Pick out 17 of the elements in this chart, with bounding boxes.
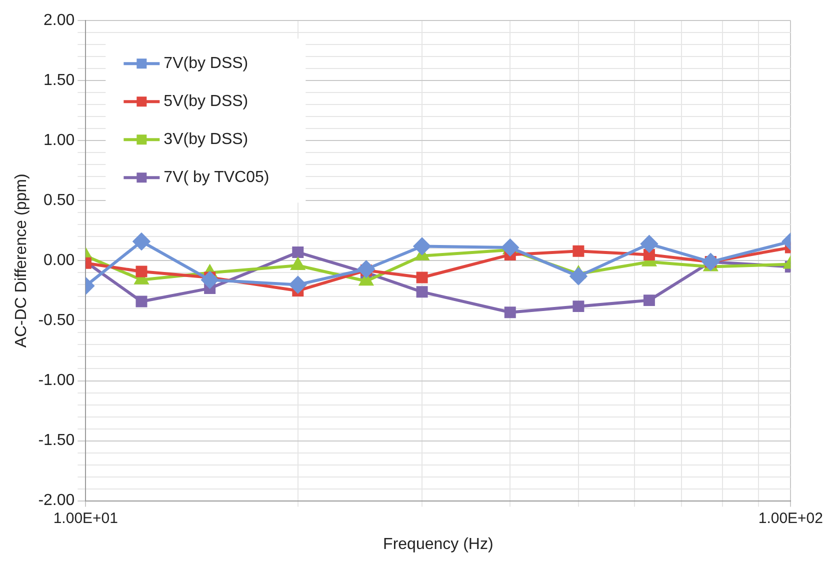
y-tick-label: -1.50	[38, 432, 75, 450]
y-tick-label: 2.00	[44, 12, 75, 30]
x-axis-title: Frequency (Hz)	[383, 536, 494, 553]
y-tick-label: -0.50	[38, 312, 75, 330]
legend-label: 3V(by DSS)	[164, 131, 248, 148]
legend-label: 5V(by DSS)	[164, 93, 248, 110]
y-tick-label: -1.00	[38, 372, 75, 390]
legend-label: 7V(by DSS)	[164, 55, 248, 72]
x-tick-label: 1.00E+02	[758, 510, 824, 527]
y-tick-label: 0.50	[44, 192, 75, 210]
y-tick-label: -2.00	[38, 492, 75, 510]
x-tick-label: 1.00E+01	[53, 510, 118, 527]
y-tick-label: 0.00	[44, 252, 75, 270]
y-tick-label: 1.00	[44, 132, 75, 150]
legend-label: 7V( by TVC05)	[164, 169, 270, 186]
y-axis-title: AC-DC Difference (ppm)	[13, 174, 30, 348]
y-tick-label: 1.50	[44, 72, 75, 90]
